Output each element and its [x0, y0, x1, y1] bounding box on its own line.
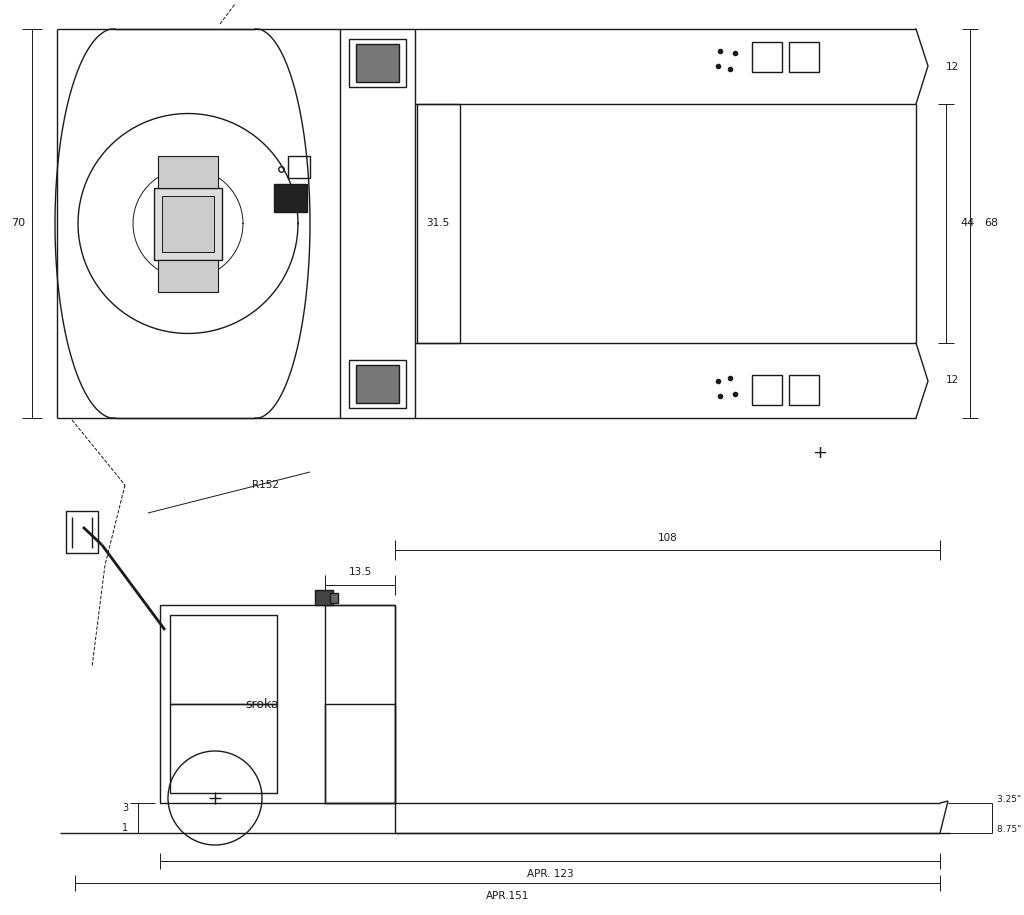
Bar [66, 511, 98, 553]
Bar [790, 375, 819, 405]
Bar [315, 590, 333, 605]
Bar [170, 704, 278, 793]
Text: 70: 70 [11, 219, 25, 229]
Text: 13.5: 13.5 [348, 567, 372, 577]
Bar [349, 360, 406, 408]
Bar [274, 184, 307, 211]
Text: 68: 68 [984, 219, 998, 229]
Text: +: + [812, 444, 827, 462]
Text: APR. 123: APR. 123 [526, 869, 573, 879]
Text: 12: 12 [946, 62, 959, 72]
Text: R152: R152 [252, 480, 279, 490]
Bar [160, 605, 395, 803]
Bar [752, 42, 782, 72]
Bar [288, 156, 310, 178]
Text: 108: 108 [657, 533, 677, 543]
Text: 1: 1 [122, 823, 128, 833]
Bar [154, 188, 222, 260]
Bar [158, 156, 218, 188]
Text: 12: 12 [946, 375, 959, 385]
Text: sroka: sroka [246, 697, 280, 711]
Bar [790, 42, 819, 72]
Text: 44: 44 [961, 219, 974, 229]
Bar [325, 704, 395, 803]
Text: 3: 3 [122, 803, 128, 813]
Bar [417, 104, 460, 343]
Bar [752, 375, 782, 405]
Bar [170, 615, 278, 704]
Bar [325, 605, 395, 803]
Text: 3.25" MIN.: 3.25" MIN. [997, 795, 1024, 804]
Bar [349, 39, 406, 87]
Bar [162, 196, 214, 252]
Text: 31.5: 31.5 [426, 219, 450, 229]
Bar [158, 260, 218, 292]
Bar [356, 365, 399, 403]
Bar [356, 44, 399, 82]
Text: APR.151: APR.151 [485, 891, 529, 901]
Text: 8.75" MAX.: 8.75" MAX. [997, 825, 1024, 834]
Bar [330, 593, 338, 603]
